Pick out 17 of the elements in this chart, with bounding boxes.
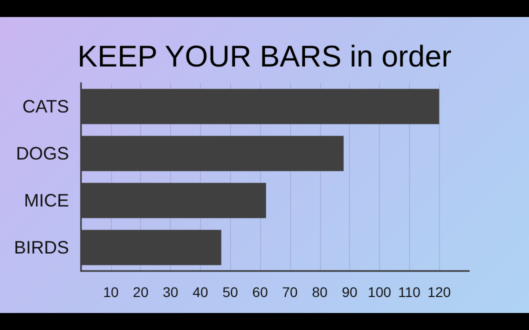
x-tick-label: 120 xyxy=(427,284,452,300)
x-tick-label: 100 xyxy=(368,284,392,300)
x-tick-label: 90 xyxy=(342,284,358,300)
x-tick-label: 10 xyxy=(103,284,119,300)
x-tick-label: 20 xyxy=(132,284,149,300)
x-tick-label: 30 xyxy=(162,284,179,300)
y-tick-label: BIRDS xyxy=(14,238,69,258)
y-tick-label: DOGS xyxy=(16,144,69,164)
x-tick-label: 40 xyxy=(192,284,208,300)
x-tick-label: 80 xyxy=(312,284,328,300)
y-tick-label: MICE xyxy=(24,190,69,210)
chart-title: KEEP YOUR BARS in order xyxy=(77,40,452,74)
y-tick-label: CATS xyxy=(22,96,69,116)
x-tick-label: 50 xyxy=(222,284,238,300)
x-tick-label: 110 xyxy=(398,284,421,300)
x-tick-label: 60 xyxy=(252,284,268,300)
x-tick-label: 70 xyxy=(282,284,298,300)
